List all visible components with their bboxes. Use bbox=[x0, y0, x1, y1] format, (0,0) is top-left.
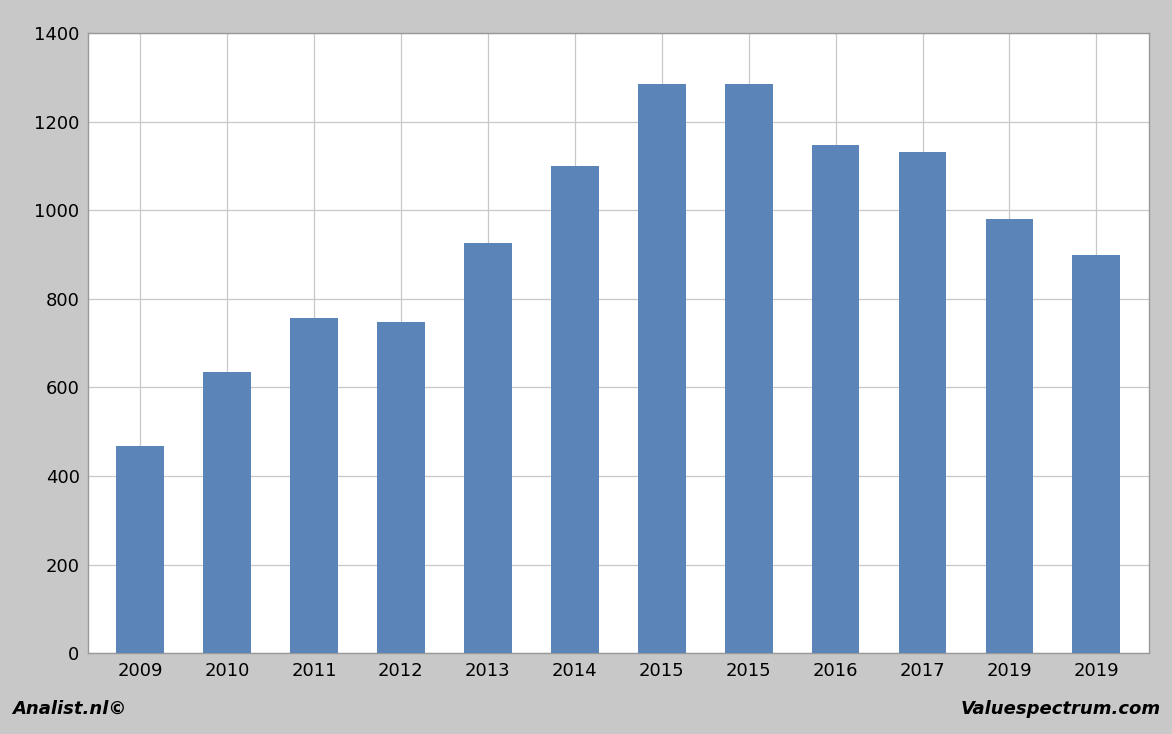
Bar bbox=[203, 372, 251, 653]
Bar bbox=[638, 84, 686, 653]
Bar bbox=[289, 318, 338, 653]
Text: Analist.nl©: Analist.nl© bbox=[12, 700, 127, 718]
Bar bbox=[377, 322, 424, 653]
Bar bbox=[986, 219, 1034, 653]
Text: Valuespectrum.com: Valuespectrum.com bbox=[960, 700, 1160, 718]
Bar bbox=[724, 84, 772, 653]
Bar bbox=[551, 166, 599, 653]
Bar bbox=[116, 446, 164, 653]
Bar bbox=[899, 152, 947, 653]
Bar bbox=[812, 145, 859, 653]
Bar bbox=[1072, 255, 1120, 653]
Bar bbox=[464, 242, 512, 653]
